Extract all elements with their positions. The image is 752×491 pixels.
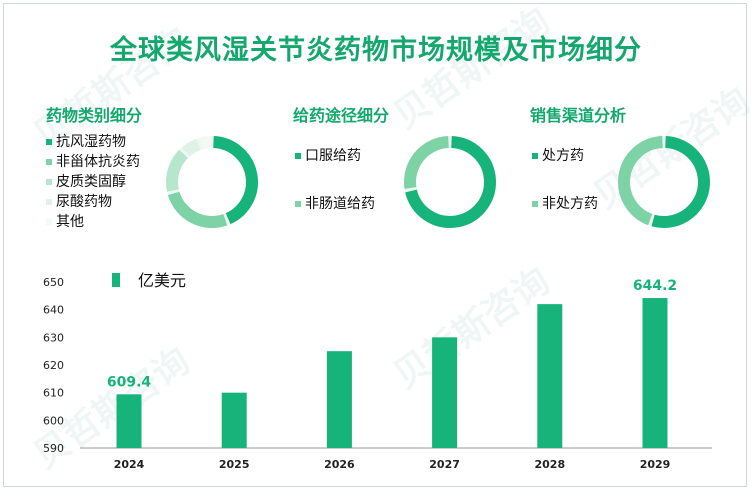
data-label: 644.2 bbox=[633, 278, 677, 294]
legend-item: 口服给药 bbox=[295, 146, 375, 166]
y-tick-label: 640 bbox=[43, 304, 64, 317]
legend-channel: 处方药 非处方药 bbox=[532, 146, 598, 214]
bar bbox=[116, 394, 142, 448]
donut-slice bbox=[404, 136, 450, 189]
section-title-channel: 销售渠道分析 bbox=[530, 106, 627, 125]
legend-label: 亿美元 bbox=[138, 271, 186, 290]
legend-label: 非甾体抗炎药 bbox=[56, 154, 140, 170]
x-tick-label: 2026 bbox=[324, 458, 355, 471]
bar bbox=[537, 304, 563, 448]
legend-label: 抗风湿药物 bbox=[56, 134, 126, 150]
donut-slice bbox=[618, 136, 664, 226]
donut-slice bbox=[405, 136, 496, 228]
donut-chart-route bbox=[404, 136, 496, 228]
x-tick-label: 2028 bbox=[534, 458, 565, 471]
legend-label: 其他 bbox=[56, 214, 84, 230]
y-tick-label: 650 bbox=[43, 276, 64, 289]
donut-slice bbox=[199, 136, 211, 150]
bar bbox=[642, 298, 668, 448]
data-label: 609.4 bbox=[107, 374, 152, 390]
legend-item: 尿酸药物 bbox=[46, 192, 140, 212]
donut-slice bbox=[181, 138, 201, 157]
y-tick-label: 590 bbox=[43, 442, 64, 455]
legend-item: 非肠道给药 bbox=[295, 194, 375, 214]
legend-item: 非甾体抗炎药 bbox=[46, 152, 140, 172]
section-title-route: 给药途径细分 bbox=[293, 106, 390, 125]
legend-item: 处方药 bbox=[532, 146, 598, 166]
legend-label: 非处方药 bbox=[542, 196, 598, 212]
legend-swatch bbox=[532, 153, 538, 159]
legend-swatch bbox=[46, 179, 52, 185]
y-tick-label: 610 bbox=[43, 387, 64, 400]
y-tick-label: 600 bbox=[43, 414, 64, 427]
legend-swatch bbox=[295, 201, 301, 207]
donut-slice bbox=[212, 136, 258, 225]
legend-swatch bbox=[46, 199, 52, 205]
x-tick-label: 2029 bbox=[640, 458, 671, 471]
x-tick-label: 2024 bbox=[114, 458, 145, 471]
legend-item: 非处方药 bbox=[532, 194, 598, 214]
donut-chart-channel bbox=[618, 136, 710, 228]
donut-slice bbox=[651, 136, 710, 228]
legend-route: 口服给药 非肠道给药 bbox=[295, 146, 375, 214]
legend-label: 处方药 bbox=[542, 148, 584, 164]
y-tick-label: 630 bbox=[43, 331, 64, 344]
legend-item: 皮质类固醇 bbox=[46, 172, 140, 192]
legend-drug-class: 抗风湿药物 非甾体抗炎药 皮质类固醇 尿酸药物 其他 bbox=[46, 132, 140, 232]
legend-swatch bbox=[46, 159, 52, 165]
legend-swatch bbox=[295, 153, 301, 159]
legend-item: 抗风湿药物 bbox=[46, 132, 140, 152]
bar bbox=[432, 337, 458, 448]
legend-swatch bbox=[112, 273, 120, 287]
bar bbox=[326, 351, 352, 448]
donut-slice bbox=[166, 149, 189, 192]
legend-label: 口服给药 bbox=[305, 148, 361, 164]
legend-label: 皮质类固醇 bbox=[56, 174, 126, 190]
section-title-drug-class: 药物类别细分 bbox=[46, 106, 143, 125]
legend-label: 非肠道给药 bbox=[305, 196, 375, 212]
x-tick-label: 2027 bbox=[429, 458, 460, 471]
legend-label: 尿酸药物 bbox=[56, 194, 112, 210]
bar bbox=[221, 392, 247, 448]
legend-swatch bbox=[532, 201, 538, 207]
donut-slice bbox=[167, 191, 228, 228]
donut-chart-drug-class bbox=[166, 136, 258, 228]
page-title: 全球类风湿关节炎药物市场规模及市场细分 bbox=[110, 35, 642, 66]
legend-swatch bbox=[46, 219, 52, 225]
x-tick-label: 2025 bbox=[219, 458, 250, 471]
y-tick-label: 620 bbox=[43, 359, 64, 372]
legend-item: 其他 bbox=[46, 212, 140, 232]
legend-swatch bbox=[46, 139, 52, 145]
